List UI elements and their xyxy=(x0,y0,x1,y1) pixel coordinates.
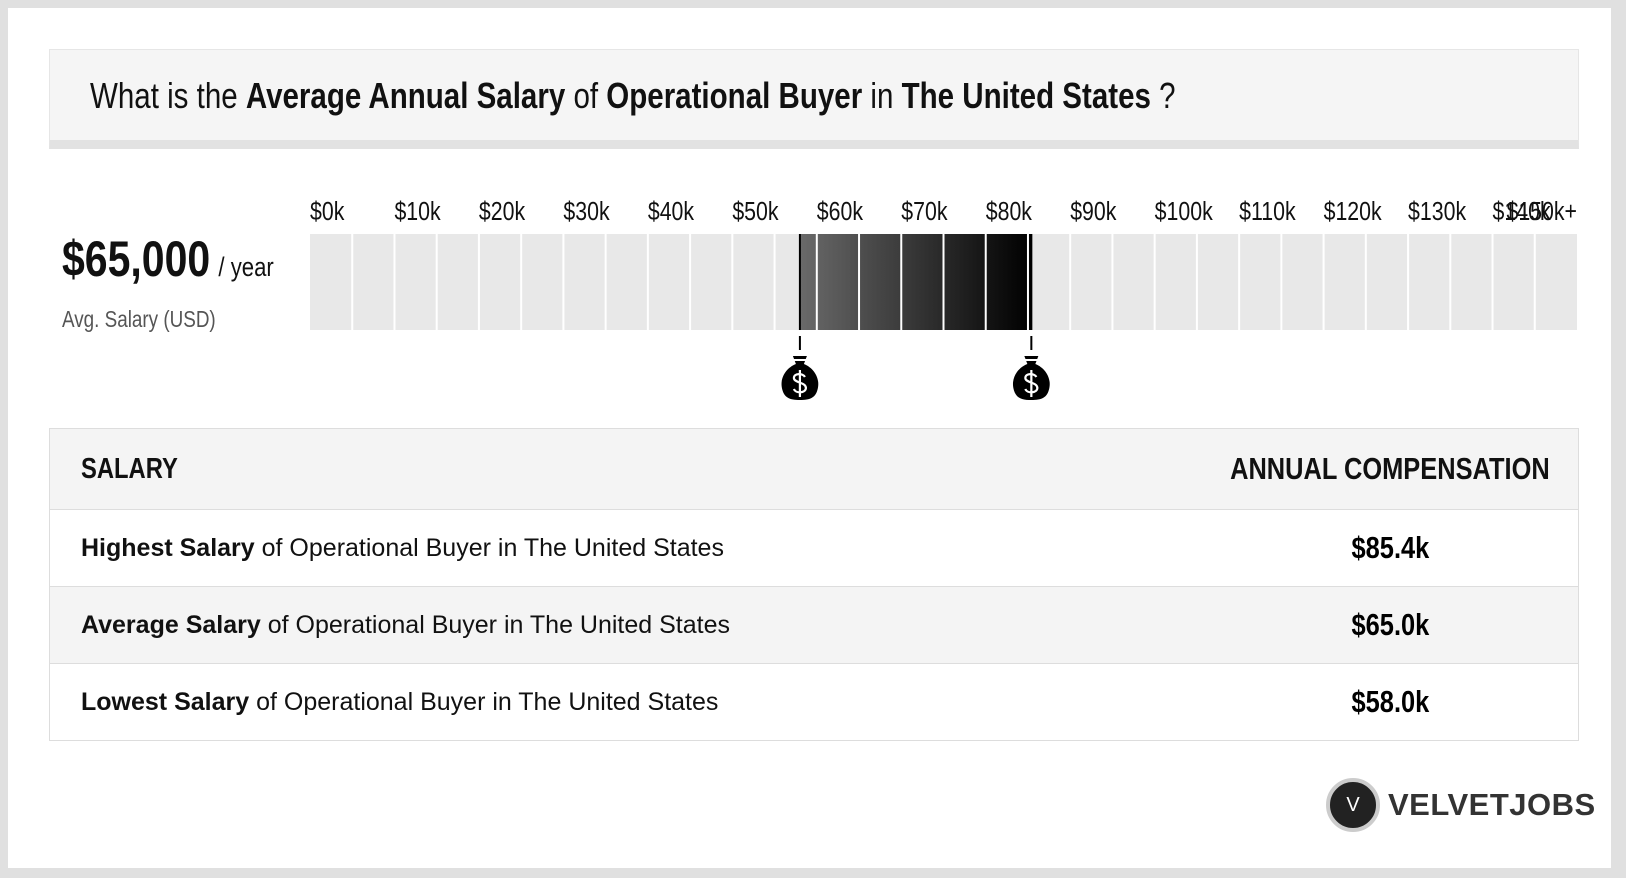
x-tick-label: $90k xyxy=(1070,197,1116,227)
title-part: What is the xyxy=(90,75,238,116)
row-label-bold: Lowest Salary xyxy=(81,688,250,716)
x-tick-label: $100k xyxy=(1155,197,1213,227)
x-tick-label: $40k xyxy=(648,197,694,227)
row-label: Lowest Salary of Operational Buyer in Th… xyxy=(81,664,718,740)
x-tick-label: $150k+ xyxy=(1506,197,1577,227)
row-label-rest: of Operational Buyer in The United State… xyxy=(267,611,731,639)
table-row: Highest Salary of Operational Buyer in T… xyxy=(50,509,1578,586)
title-part: in xyxy=(870,75,894,116)
x-tick-label: $70k xyxy=(901,197,947,227)
x-tick-label: $10k xyxy=(394,197,440,227)
row-value: $58.0k xyxy=(1351,684,1429,719)
row-label: Average Salary of Operational Buyer in T… xyxy=(81,587,730,663)
logo-mark: V xyxy=(1326,778,1380,832)
row-label: Highest Salary of Operational Buyer in T… xyxy=(81,510,724,586)
row-label-bold: Average Salary xyxy=(81,611,261,639)
column-header: SALARY xyxy=(81,453,178,485)
column-header: ANNUAL COMPENSATION xyxy=(1230,451,1550,486)
dollar xyxy=(1024,370,1039,397)
title-box: What is the Average Annual Salary of Operat… xyxy=(49,49,1579,149)
title-part: ? xyxy=(1159,75,1176,116)
x-tick-label: $60k xyxy=(817,197,863,227)
x-tick-label: $120k xyxy=(1324,197,1382,227)
row-label-rest: of Operational Buyer in The United State… xyxy=(256,688,719,716)
row-label-bold: Highest Salary xyxy=(81,534,255,562)
money-bag-icon xyxy=(781,356,819,400)
row-label-rest: of Operational Buyer in The United State… xyxy=(261,534,724,562)
summary-caption: Avg. Salary (USD) xyxy=(62,306,216,332)
logo-text: VELVETJOBS xyxy=(1388,787,1596,822)
x-tick-label: $110k xyxy=(1239,197,1296,227)
title-part: of xyxy=(573,75,599,116)
x-tick-label: $50k xyxy=(732,197,778,227)
title-part: Operational Buyer xyxy=(606,75,863,116)
row-value: $65.0k xyxy=(1351,607,1429,642)
range-chart: $0k $10k $20k $30k $40k $50k $60k $70k $80k $90k $… xyxy=(310,197,1577,400)
summary-unit: / year xyxy=(218,252,274,282)
title-part: Average Annual Salary xyxy=(245,75,566,116)
x-tick-label: $30k xyxy=(563,197,609,227)
title-part: The United States xyxy=(901,75,1151,116)
money-bag-icon xyxy=(1012,356,1050,400)
summary: $65,000/ year xyxy=(62,230,274,288)
salary-range xyxy=(799,234,1032,330)
table-row: Lowest Salary of Operational Buyer in Th… xyxy=(50,663,1578,740)
table-row: Average Salary of Operational Buyer in T… xyxy=(50,586,1578,663)
table-header: SALARY ANNUAL COMPENSATION xyxy=(50,429,1578,509)
row-value: $85.4k xyxy=(1351,530,1429,565)
card: What is the Average Annual Salary of Operat… xyxy=(8,8,1611,868)
x-tick-label: $80k xyxy=(986,197,1032,227)
logo: V VELVETJOBS xyxy=(1326,778,1596,832)
x-tick-label: $140k xyxy=(1493,197,1551,227)
x-tick-label: $130k xyxy=(1408,197,1466,227)
title: What is the Average Annual Salary of Operat… xyxy=(90,75,1184,117)
summary-value: $65,000 xyxy=(62,231,211,287)
dollar xyxy=(792,370,808,397)
x-tick-label: $0k xyxy=(310,197,344,227)
salary-table: SALARY ANNUAL COMPENSATION Highest Salar… xyxy=(49,428,1579,741)
x-tick-label: $20k xyxy=(479,197,525,227)
